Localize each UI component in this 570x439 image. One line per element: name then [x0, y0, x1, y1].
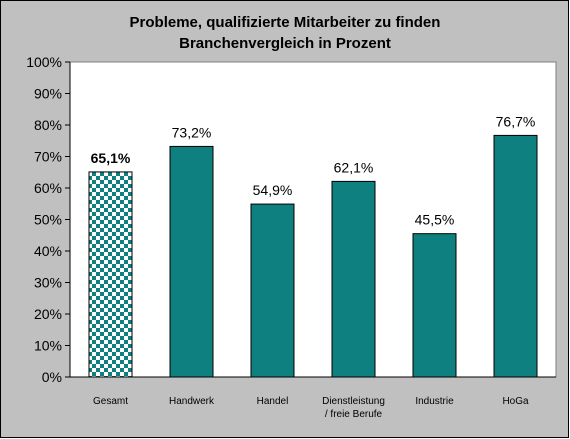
data-label: 76,7% — [496, 113, 536, 129]
x-category-label: HoGa — [502, 396, 529, 407]
bar — [169, 145, 214, 378]
chart-title-line: Branchenvergleich in Prozent — [179, 35, 391, 52]
bar — [250, 203, 295, 378]
y-tick-label: 40% — [34, 243, 62, 259]
chart-title: Probleme, qualifizierte Mitarbeiter zu f… — [130, 14, 441, 52]
data-label: 62,1% — [334, 159, 374, 175]
y-tick-label: 70% — [34, 149, 62, 165]
x-axis-categories: Gesamt Handwerk Handel Dienstleistung / frei… — [93, 396, 529, 420]
y-tick-label: 80% — [34, 117, 62, 133]
y-tick-label: 50% — [34, 212, 62, 228]
y-tick-label: 20% — [34, 306, 62, 322]
bar — [88, 171, 133, 378]
x-category-label: Industrie — [415, 396, 454, 407]
plot-area — [69, 61, 557, 378]
x-category-label: Handwerk — [169, 396, 215, 407]
y-axis: 0% 10% 20% 30% 40% 50% 60% 70% 80% 90% 100% — [26, 54, 556, 385]
bar — [331, 180, 376, 378]
x-category-label: Dienstleistung — [322, 396, 385, 407]
bars — [88, 134, 538, 378]
x-category-label: / freie Berufe — [325, 409, 383, 420]
x-category-label: Gesamt — [93, 396, 128, 407]
chart-title-line: Probleme, qualifizierte Mitarbeiter zu f… — [130, 14, 441, 31]
y-tick-label: 100% — [26, 54, 62, 70]
bar — [412, 233, 457, 378]
y-tick-label: 10% — [34, 338, 62, 354]
data-label: 65,1% — [91, 150, 131, 166]
data-label: 54,9% — [253, 182, 293, 198]
data-label: 45,5% — [415, 212, 455, 228]
y-tick-label: 30% — [34, 275, 62, 291]
y-tick-label: 90% — [34, 86, 62, 102]
x-category-label: Handel — [257, 396, 289, 407]
y-tick-label: 60% — [34, 180, 62, 196]
data-label: 73,2% — [172, 124, 212, 140]
bar — [493, 134, 538, 378]
y-tick-label: 0% — [42, 369, 62, 385]
data-labels: 65,1% 73,2% 54,9% 62,1% 45,5% 76,7% — [91, 113, 536, 227]
